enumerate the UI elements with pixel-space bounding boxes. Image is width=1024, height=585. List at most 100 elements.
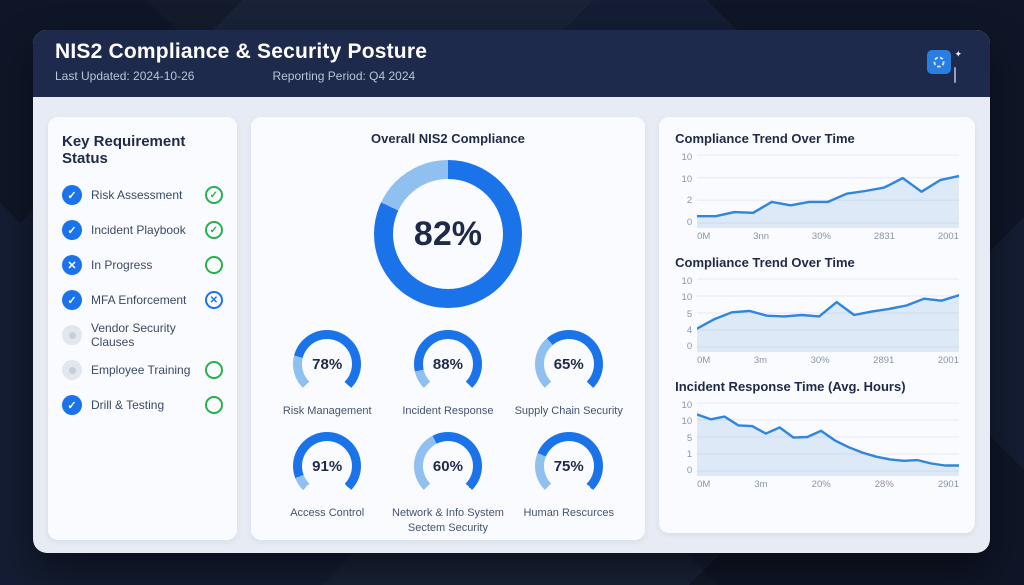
x-tick-label: 3nn — [753, 231, 770, 242]
requirement-row: ✓ Incident Playbook ✓ — [62, 220, 223, 240]
x-icon[interactable]: ✕ — [62, 255, 82, 275]
x-axis-ticks: 0M 3m 30% 2891 2001 — [697, 355, 959, 366]
line-plot — [697, 152, 959, 228]
overall-percent-value: 82% — [413, 214, 482, 253]
requirement-row: Vendor Security Clauses — [62, 321, 223, 349]
gauge-value: 91% — [312, 457, 343, 475]
check-icon[interactable]: ✓ — [62, 220, 82, 240]
x-tick-label: 0M — [697, 231, 711, 242]
donut-hole: 82% — [392, 179, 503, 289]
overall-compliance-panel: Overall NIS2 Compliance 82% 78% Risk Man… — [250, 117, 646, 540]
x-tick-label: 2901 — [937, 479, 959, 490]
x-tick-label: 30% — [811, 231, 831, 242]
status-check-icon[interactable]: ✓ — [204, 221, 223, 239]
x-tick-label: 2001 — [937, 231, 959, 242]
status-circle-icon[interactable] — [204, 256, 223, 274]
gauge-cell: 60% Network & Info System Sectem Securit… — [388, 432, 509, 535]
dashed-circle-glyph — [933, 56, 945, 68]
overall-compliance-donut: 82% — [373, 160, 522, 308]
dashboard-content: Key Requirement Status ✓ Risk Assessment… — [33, 97, 990, 540]
y-tick-label: 0 — [686, 341, 693, 352]
x-axis-ticks: 0M 3m 20% 28% 2901 — [697, 479, 959, 490]
requirement-label: In Progress — [91, 258, 153, 272]
y-tick-label: 10 — [681, 276, 693, 287]
requirement-row: ✓ Drill & Testing — [62, 395, 223, 415]
x-tick-label: 20% — [811, 479, 831, 490]
x-tick-label: 0M — [697, 479, 711, 490]
gauge-label: Supply Chain Security — [514, 405, 623, 417]
gauge-label: Risk Management — [282, 405, 372, 417]
x-axis-ticks: 0M 3nn 30% 2831 2001 — [697, 231, 959, 242]
chart-title: Incident Response Time (Avg. Hours) — [675, 379, 906, 394]
x-tick-label: 28% — [874, 479, 894, 490]
requirement-label: MFA Enforcement — [91, 293, 187, 307]
gauge-cell: 65% Supply Chain Security — [508, 330, 629, 418]
dashboard-card: NIS2 Compliance & Security Posture Last … — [33, 30, 990, 553]
key-requirement-panel: Key Requirement Status ✓ Risk Assessment… — [48, 117, 237, 540]
requirement-label: Risk Assessment — [91, 188, 183, 202]
status-check-icon[interactable]: ✓ — [204, 186, 223, 204]
y-tick-label: 2 — [686, 195, 693, 207]
y-tick-label: 1 — [686, 448, 693, 460]
status-x-icon[interactable]: ✕ — [204, 291, 223, 309]
gauge-value: 65% — [553, 355, 584, 373]
check-icon[interactable]: ✓ — [62, 185, 82, 205]
status-circle-icon[interactable] — [204, 361, 223, 379]
sync-app-icon[interactable] — [927, 50, 952, 74]
requirement-label: Vendor Security Clauses — [91, 321, 176, 349]
y-tick-label: 10 — [681, 292, 693, 304]
compliance-title: Overall NIS2 Compliance — [371, 131, 525, 146]
x-tick-label: 30% — [810, 355, 830, 366]
line-plot — [697, 276, 959, 352]
requirement-row: ✕ In Progress — [62, 255, 223, 275]
requirement-row: Employee Training — [62, 360, 223, 380]
requirement-row: ✓ MFA Enforcement ✕ — [62, 290, 223, 310]
gauge-value: 75% — [553, 457, 584, 475]
gauge-grid: 78% Risk Management 88% Incident Respons… — [267, 330, 629, 535]
trends-panel: Compliance Trend Over Time 10 10 2 0 0M 3nn 3… — [659, 117, 975, 533]
gauge-label: Access Control — [290, 507, 365, 520]
chart-title: Compliance Trend Over Time — [675, 255, 855, 270]
dot-icon[interactable] — [62, 360, 82, 380]
sparkle-icon: ✦ — [954, 49, 962, 59]
reporting-period-text: Reporting Period: Q4 2024 — [272, 69, 416, 83]
dot-icon[interactable] — [62, 325, 82, 345]
y-tick-label: 5 — [686, 432, 693, 444]
last-updated-text: Last Updated: 2024-10-26 — [55, 69, 195, 83]
compliance-trend-chart-1: Compliance Trend Over Time 10 10 2 0 0M 3nn 3… — [675, 131, 959, 242]
x-tick-label: 0M — [697, 355, 711, 366]
gauge-cell: 88% Incident Response — [388, 330, 509, 418]
donut-wrap: 82% — [267, 160, 629, 308]
check-icon[interactable]: ✓ — [62, 290, 82, 310]
gauge-value: 88% — [432, 355, 463, 373]
requirement-list: ✓ Risk Assessment ✓ ✓ Incident Playbook ✓ ✕ … — [62, 185, 223, 415]
gauge-cell: 75% Human Rescurces — [508, 432, 629, 535]
header-meta: Last Updated: 2024-10-26 Reporting Perio… — [55, 69, 968, 83]
line-plot — [697, 400, 959, 476]
header-actions: ✦ — [927, 50, 962, 83]
x-tick-label: 2831 — [873, 231, 895, 242]
incident-response-time-chart: Incident Response Time (Avg. Hours) 10 1 0… — [675, 379, 959, 490]
y-tick-label: 4 — [686, 324, 693, 336]
y-tick-label: 5 — [686, 308, 693, 320]
requirement-row: ✓ Risk Assessment ✓ — [62, 185, 223, 205]
chart-title: Compliance Trend Over Time — [675, 131, 855, 146]
y-tick-label: 10 — [681, 173, 693, 185]
y-tick-label: 10 — [681, 152, 693, 163]
y-axis-ticks: 10 10 5 4 0 — [675, 276, 697, 352]
y-tick-label: 10 — [681, 416, 693, 428]
y-axis-ticks: 10 10 5 1 0 — [675, 400, 697, 476]
x-tick-label: 3m — [754, 479, 768, 490]
gauge-value: 78% — [312, 355, 343, 373]
dashboard-header: NIS2 Compliance & Security Posture Last … — [33, 30, 990, 97]
pin-decoration — [954, 67, 957, 83]
page-title: NIS2 Compliance & Security Posture — [55, 40, 428, 63]
gauge-value: 60% — [432, 457, 463, 475]
y-tick-label: 0 — [686, 216, 693, 228]
check-icon[interactable]: ✓ — [62, 395, 82, 415]
y-axis-ticks: 10 10 2 0 — [675, 152, 697, 228]
status-circle-icon[interactable] — [204, 396, 223, 414]
requirement-label: Employee Training — [91, 363, 191, 377]
requirement-label: Incident Playbook — [91, 223, 186, 237]
x-tick-label: 3m — [753, 355, 768, 366]
